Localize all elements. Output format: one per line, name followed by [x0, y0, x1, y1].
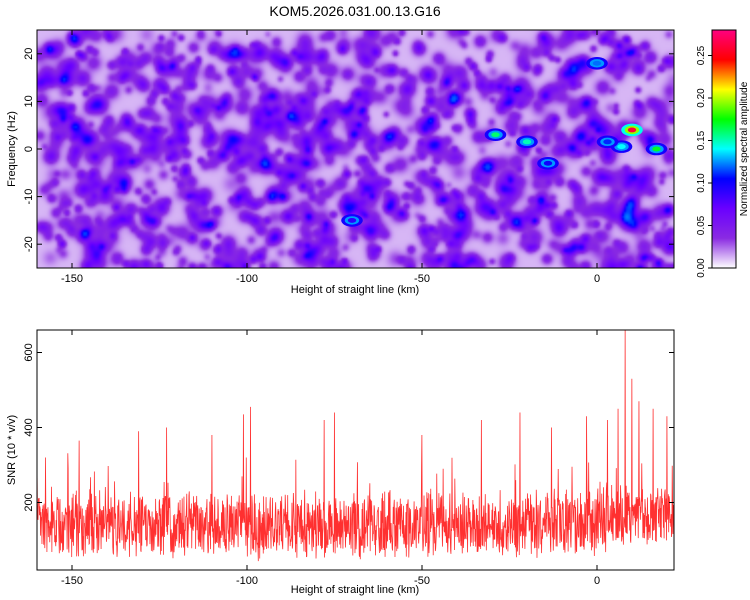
y-tick-label: 20	[23, 48, 35, 60]
y-tick-label: -20	[23, 236, 35, 252]
snr-y-axis: 200 400 600	[23, 343, 674, 512]
snr-series-line	[37, 330, 674, 562]
snr-frame	[36, 329, 675, 571]
x-tick-label: -100	[236, 273, 258, 285]
heatmap-y-axis-label: Frequency (Hz)	[6, 111, 18, 187]
x-tick-label: -150	[61, 575, 83, 587]
heatmap-x-axis-label: Height of straight line (km)	[291, 284, 419, 296]
y-tick-label: 600	[23, 343, 35, 361]
heatmap-x-axis: -150 -100 -50 0	[61, 30, 600, 285]
y-tick-label: 0	[23, 146, 35, 152]
colorbar-tick-label: 0.20	[696, 88, 707, 108]
heatmap-raster	[37, 30, 674, 268]
snr-panel: -150 -100 -50 0 200 400 600 Height of straigh…	[6, 329, 675, 596]
y-tick-label: 400	[23, 418, 35, 436]
colorbar-tick-label: 0.10	[696, 173, 707, 193]
heatmap-peak	[347, 217, 357, 223]
colorbar-tick-label: 0.00	[696, 258, 707, 278]
colorbar: 0.00 0.05 0.10 0.15 0.20 0.25 Normalized spec…	[696, 29, 750, 278]
y-tick-label: 10	[23, 95, 35, 107]
heatmap-image	[37, 30, 674, 268]
y-tick-label: 200	[23, 493, 35, 511]
heatmap-peak	[592, 60, 602, 66]
heatmap-peak	[627, 127, 637, 133]
chart-title: KOM5.2026.031.00.13.G16	[269, 3, 440, 19]
colorbar-label: Normalized spectral amplitude	[739, 81, 750, 216]
snr-x-axis-label: Height of straight line (km)	[291, 584, 419, 596]
x-tick-label: 0	[594, 575, 600, 587]
heatmap-y-axis: -20 -10 0 10 20	[23, 48, 674, 252]
heatmap-peak	[491, 132, 500, 138]
x-tick-label: -50	[414, 273, 430, 285]
colorbar-tick-label: 0.25	[696, 45, 707, 65]
heatmap-peak	[522, 139, 532, 145]
snr-y-axis-label: SNR (10 * v/v)	[6, 415, 18, 485]
x-tick-label: -50	[414, 575, 430, 587]
heatmap-peak	[543, 160, 553, 166]
colorbar-tick-label: 0.15	[696, 130, 707, 150]
heatmap-peaks	[341, 57, 668, 227]
snr-x-axis: -150 -100 -50 0	[61, 330, 600, 587]
y-tick-label: -10	[23, 189, 35, 205]
colorbar-ticks: 0.00 0.05 0.10 0.15 0.20 0.25	[696, 45, 712, 278]
heatmap-peak	[617, 144, 626, 150]
x-tick-label: -100	[236, 575, 258, 587]
heatmap-peak	[603, 139, 612, 145]
colorbar-gradient	[711, 29, 737, 269]
heatmap-peak	[652, 146, 661, 152]
x-tick-label: 0	[594, 273, 600, 285]
colorbar-tick-label: 0.05	[696, 215, 707, 235]
x-tick-label: -150	[61, 273, 83, 285]
